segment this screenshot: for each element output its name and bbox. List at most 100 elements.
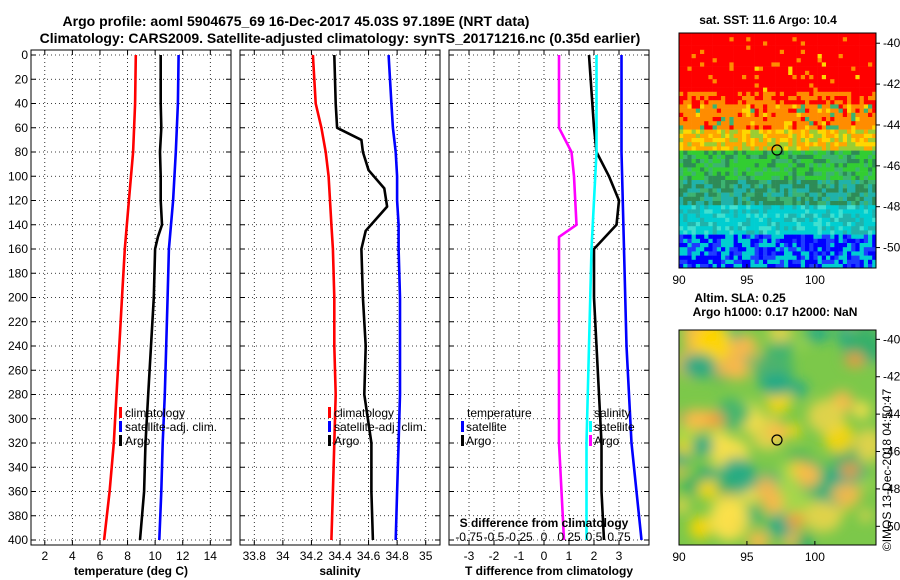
sst-cell [838, 154, 844, 160]
sst-cell [847, 213, 852, 219]
sst-cell [805, 243, 810, 248]
sst-cell [691, 41, 697, 46]
sst-cell [847, 138, 852, 143]
sst-cell [809, 159, 814, 164]
sst-cell [796, 205, 802, 210]
sst-cell [863, 150, 869, 156]
sst-cell [725, 243, 730, 248]
sst-cell [821, 100, 827, 105]
sst-cell [775, 58, 781, 63]
x-tick-label: 8 [124, 549, 131, 563]
sst-cell [830, 213, 835, 219]
sst-cell [750, 58, 755, 63]
sst-cell [842, 247, 848, 252]
sst-cell [737, 54, 743, 59]
sst-cell [830, 243, 835, 248]
sst-cell [754, 75, 760, 80]
sst-cell [868, 163, 873, 168]
legend-label: Argo [466, 434, 492, 448]
sst-cell [687, 180, 692, 185]
sst-cell [779, 163, 785, 168]
sst-cell [763, 175, 768, 181]
sst-cell [691, 75, 697, 80]
sst-cell [800, 58, 806, 63]
sst-cell [700, 243, 705, 248]
sst-cell [767, 100, 772, 105]
sst-cell [737, 238, 743, 244]
sst-cell [687, 209, 692, 214]
sst-cell [695, 41, 701, 46]
sst-cell [800, 96, 806, 101]
sst-cell [721, 247, 726, 252]
sst-cell [800, 87, 806, 93]
sst-cell [704, 70, 709, 76]
sst-cell [695, 70, 701, 76]
sla-blob [860, 479, 875, 489]
sst-cell [771, 41, 776, 46]
x-axis-label: T difference from climatology [465, 564, 633, 578]
sst-cell [754, 264, 760, 268]
sst-cell [721, 238, 726, 244]
sst-cell [805, 121, 810, 126]
sst-cell [733, 83, 739, 88]
sst-cell [721, 75, 726, 80]
sst-cell [872, 209, 876, 214]
sst-cell [721, 171, 726, 177]
sst-cell [817, 66, 823, 72]
sst-cell [767, 184, 772, 189]
sst-cell [679, 108, 684, 114]
sst-cell [859, 234, 865, 240]
sst-cell [708, 196, 713, 202]
sst-cell [725, 171, 730, 177]
sst-cell [729, 226, 734, 231]
sst-cell [679, 201, 684, 206]
sst-cell [838, 238, 844, 244]
sst-cell [695, 58, 701, 63]
sst-cell [813, 213, 818, 219]
sst-cell [729, 247, 734, 252]
sst-cell [754, 230, 760, 235]
sst-cell [800, 247, 806, 252]
sst-cell [737, 264, 743, 268]
sst-cell [796, 243, 802, 248]
sst-cell [805, 201, 810, 206]
sst-cell [842, 163, 848, 168]
sst-cell [733, 247, 739, 252]
sst-cell [729, 238, 734, 244]
sst-cell [821, 138, 827, 143]
sst-cell [712, 62, 718, 67]
sst-cell [863, 213, 869, 219]
sst-cell [826, 129, 831, 135]
sst-cell [721, 159, 726, 164]
sst-cell [700, 259, 705, 265]
sst-cell [817, 91, 823, 97]
sst-cell [737, 205, 743, 210]
sst-cell [838, 66, 844, 72]
sst-cell [716, 205, 722, 210]
sst-cell [821, 121, 827, 126]
map-x-tick-label: 95 [740, 273, 754, 287]
sst-cell [708, 259, 713, 265]
sst-cell [758, 222, 764, 227]
sst-cell [859, 255, 865, 261]
sst-cell [767, 175, 772, 181]
sst-cell [712, 226, 718, 231]
sst-cell [737, 49, 743, 55]
sst-cell [830, 201, 835, 206]
sst-cell [788, 163, 793, 168]
sst-cell [826, 171, 831, 177]
sst-cell [750, 54, 755, 59]
sst-cell [683, 192, 688, 198]
sst-cell [796, 251, 802, 256]
sst-cell [771, 83, 776, 88]
sst-cell [834, 213, 839, 219]
sst-cell [863, 112, 869, 118]
sst-cell [826, 154, 831, 160]
sst-cell [847, 100, 852, 105]
sla-blob [785, 512, 805, 528]
sst-cell [700, 201, 705, 206]
sst-cell [750, 62, 755, 67]
sst-cell [805, 238, 810, 244]
sst-cell [771, 104, 776, 109]
sst-cell [754, 117, 760, 122]
